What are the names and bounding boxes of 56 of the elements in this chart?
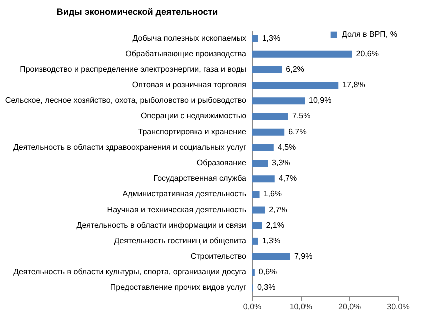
data-label: 7,9% (294, 252, 313, 262)
data-label: 6,7% (288, 127, 307, 136)
y-tick-label: Деятельность в области информации и связи (76, 220, 246, 230)
text: Виды экономической деятельности (56, 7, 218, 17)
x-tick-label: 20,0% (338, 302, 362, 312)
y-tick-label: Строительство (190, 252, 248, 262)
bar (252, 113, 288, 120)
y-tick-label: Производство и распределение электроэнергии, газа и воды (20, 64, 247, 74)
bar (252, 191, 260, 198)
y-tick-label: Добыча полезных ископаемых (132, 34, 246, 43)
data-label: 6,2% (286, 64, 304, 74)
y-tick-label: Деятельность в области культуры, спорта, организации досуга (14, 268, 248, 277)
x-tick-label: 30,0% (387, 302, 410, 312)
y-tick-label: Сельское, лесное хозяйство, охота, рыболовство и рыбоводство (5, 96, 248, 106)
data-label: 4,5% (278, 142, 296, 152)
bar (252, 176, 275, 183)
data-label: 20,6% (356, 49, 379, 58)
data-label: 10,9% (309, 96, 332, 106)
bar (252, 82, 339, 90)
bar (252, 128, 285, 136)
y-tick-label: Предоставление прочих видов услуг (110, 283, 247, 292)
data-label: 1,6% (264, 190, 282, 199)
legend-label: Доля в ВРП, % (342, 30, 398, 39)
bar (252, 50, 352, 58)
data-label: 4,7% (278, 174, 298, 184)
data-label: 1,3% (262, 34, 281, 43)
y-tick-label: Административная деятельность (122, 190, 246, 199)
y-tick-label: Деятельность гостиниц и общепита (114, 236, 248, 246)
y-tick-label: Обрабатывающие производства (126, 49, 248, 58)
bar (252, 222, 262, 230)
bar (252, 66, 282, 74)
data-label: 7,5% (292, 112, 311, 121)
data-label: 17,8% (342, 80, 366, 90)
bar (252, 206, 266, 214)
bar (252, 35, 258, 42)
data-label: 2,7% (269, 205, 288, 214)
bar (252, 98, 306, 105)
y-tick-label: Оптовая и розничная торговля (132, 80, 246, 90)
bar (252, 144, 274, 152)
y-tick-label: Государственная служба (154, 174, 248, 184)
x-tick-label: 10,0% (290, 302, 313, 312)
y-tick-label: Деятельность в области здравоохранения и социальных услуг (13, 142, 247, 152)
data-label: 1,3% (262, 236, 281, 246)
data-label: 2,1% (266, 220, 284, 230)
bar (252, 254, 290, 261)
y-tick-label: Научная и техническая деятельность (107, 205, 246, 214)
bar (252, 269, 255, 276)
bar (252, 160, 268, 167)
bar (252, 238, 258, 245)
data-label: 3,3% (272, 158, 290, 168)
data-label: 0,6% (258, 268, 278, 277)
y-tick-label: Операции с недвижимостью (140, 112, 246, 121)
y-tick-label: Транспортировка и хранение (138, 127, 248, 136)
y-tick-label: Образование (196, 158, 248, 168)
data-label: 0,3% (257, 283, 276, 292)
x-tick-label: 0,0% (243, 302, 262, 312)
